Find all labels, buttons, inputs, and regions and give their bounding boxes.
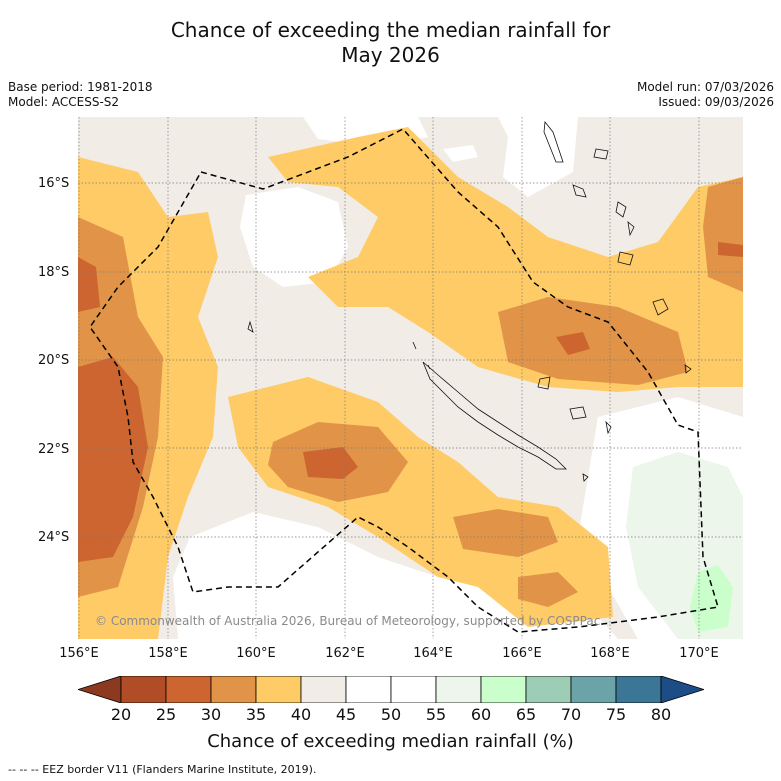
graticule: [78, 117, 743, 639]
colorbar-tick-label: 35: [245, 705, 267, 724]
region-dark-orange-east: [498, 297, 688, 385]
lon-label-164e: 164°E: [413, 646, 453, 661]
model-run: Model run: 07/03/2026: [636, 80, 774, 94]
island-fiji-west: [652, 298, 669, 316]
rainfall-map: [78, 117, 743, 639]
colorbar-segment: [120, 676, 167, 703]
lon-label-160e: 160°E: [236, 646, 276, 661]
lat-label-18s: 18°S: [38, 265, 70, 280]
island-loyalty-2: [537, 376, 551, 390]
colorbar: [78, 676, 704, 703]
region-dark-orange-ne: [703, 177, 743, 292]
colorbar-tick-label: 75: [605, 705, 627, 724]
title-line-1: Chance of exceeding the median rainfall …: [170, 18, 611, 42]
region-white-northeast: [498, 117, 578, 197]
colorbar-tick-label: 65: [515, 705, 537, 724]
colorbar-tick-label: 60: [470, 705, 492, 724]
colorbar-label: Chance of exceeding median rainfall (%): [207, 731, 574, 752]
colorbar-segment: [525, 676, 572, 703]
island-vanuatu-2: [572, 184, 587, 198]
colorbar-segment: [255, 676, 302, 703]
colorbar-segment: [165, 676, 212, 703]
model-name: Model: ACCESS-S2: [8, 95, 120, 109]
lon-label-168e: 168°E: [590, 646, 630, 661]
region-red-ne: [718, 242, 743, 257]
colorbar-tick-label: 70: [560, 705, 582, 724]
colorbar-segment: [435, 676, 482, 703]
island-vanuatu-6: [617, 251, 634, 266]
lat-label-22s: 22°S: [38, 442, 70, 457]
lon-label-170e: 170°E: [679, 646, 719, 661]
lat-label-16s: 16°S: [38, 176, 70, 191]
lon-label-166e: 166°E: [502, 646, 542, 661]
colorbar-tick-label: 40: [290, 705, 312, 724]
colorbar-tick-label: 50: [380, 705, 402, 724]
lon-label-156e: 156°E: [59, 646, 99, 661]
colorbar-segment: [615, 676, 662, 703]
island-vanuatu-3: [593, 148, 609, 160]
colorbar-below-arrow: [78, 676, 122, 703]
island-small-3: [605, 420, 612, 435]
issued-date: Issued: 09/03/2026: [658, 95, 774, 109]
colorbar-segment: [390, 676, 437, 703]
island-vanuatu-5: [627, 221, 635, 237]
colorbar-tick-label: 80: [650, 705, 672, 724]
island-vanuatu-1: [543, 120, 564, 163]
colorbar-segment: [480, 676, 527, 703]
lat-label-20s: 20°S: [38, 353, 70, 368]
map-title: Chance of exceeding the median rainfall …: [0, 18, 781, 68]
island-fiji-2: [684, 364, 692, 374]
region-white-central: [240, 187, 348, 287]
colorbar-segment: [345, 676, 392, 703]
lat-label-24s: 24°S: [38, 530, 70, 545]
island-chesterfield: [412, 341, 431, 370]
meta-left: Base period: 1981-2018 Model: ACCESS-S2: [8, 80, 153, 110]
colorbar-above-arrow: [660, 676, 704, 703]
colorbar-tick-label: 30: [200, 705, 222, 724]
region-white-small: [443, 145, 478, 162]
lon-label-158e: 158°E: [148, 646, 188, 661]
map-canvas: [78, 117, 743, 639]
island-new-caledonia: [422, 361, 567, 470]
colorbar-segment: [300, 676, 347, 703]
island-small-2: [582, 473, 589, 482]
base-period: Base period: 1981-2018: [8, 80, 153, 94]
colorbar-segment: [210, 676, 257, 703]
colorbar-segment: [570, 676, 617, 703]
region-red-east: [556, 332, 590, 355]
title-line-2: May 2026: [341, 43, 440, 67]
colorbar-tick-label: 25: [155, 705, 177, 724]
eez-border: [89, 128, 719, 633]
colorbar-tick-label: 20: [110, 705, 132, 724]
coastlines: [247, 120, 692, 482]
lon-label-162e: 162°E: [325, 646, 365, 661]
region-dark-orange-south: [453, 509, 558, 557]
region-red-central: [303, 447, 358, 479]
island-vanuatu-4: [615, 201, 627, 218]
colorbar-tick-label: 55: [425, 705, 447, 724]
colorbar-tick-label: 45: [335, 705, 357, 724]
region-red-west: [78, 357, 148, 562]
eez-footnote: -- -- -- EEZ border V11 (Flanders Marine…: [8, 763, 317, 776]
region-green: [690, 565, 733, 632]
region-red-west-north: [78, 257, 100, 312]
island-small-1: [247, 320, 254, 333]
island-loyalty-1: [569, 406, 587, 420]
meta-right: Model run: 07/03/2026 Issued: 09/03/2026: [637, 80, 774, 110]
region-dark-orange-south2: [518, 572, 578, 607]
copyright-notice: © Commonwealth of Australia 2026, Bureau…: [95, 614, 601, 628]
